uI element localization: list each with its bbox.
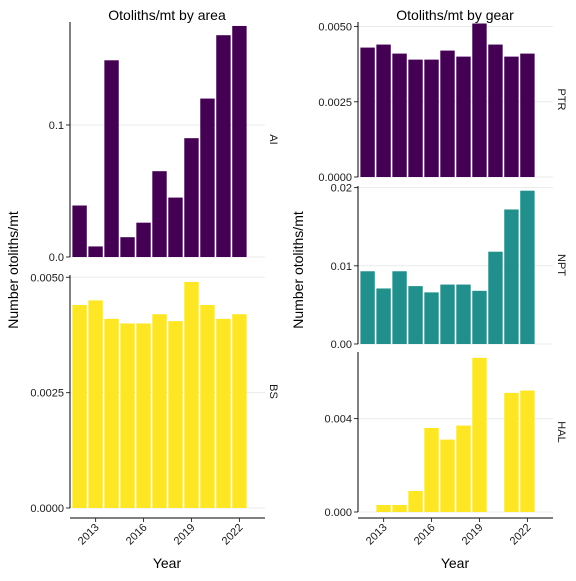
bar-npt-2016 [424,292,438,344]
bar-ai-2018 [168,198,182,257]
right-y-axis-title: Number otoliths/mt [290,211,306,329]
bar-bs-2014 [104,319,118,508]
facet-strip-label: AI [267,134,279,144]
y-tick-label: 0.0050 [30,272,64,284]
bar-bs-2012 [72,305,86,508]
bar-bs-2018 [168,321,182,508]
facet-strip-label: BS [267,384,279,399]
bar-npt-2019 [472,291,486,344]
bar-bs-2020 [200,305,214,508]
bar-npt-2021 [504,209,518,344]
bar-ai-2017 [152,171,166,257]
bar-hal-2021 [504,393,518,512]
bar-bs-2022 [232,314,246,508]
bar-hal-2015 [408,491,422,512]
x-tick-label: 2013 [364,522,390,548]
bar-bs-2016 [136,323,150,508]
bar-npt-2020 [488,252,502,344]
y-tick-label: 0.0025 [30,388,64,400]
bar-npt-2012 [360,271,374,344]
bar-ptr-2017 [440,51,454,177]
bar-bs-2015 [120,323,134,508]
bar-npt-2015 [408,286,422,344]
facet-strip-label: HAL [555,421,567,442]
bar-ai-2019 [184,138,198,257]
y-tick-label: 0.0 [49,252,64,264]
x-tick-label: 2022 [508,522,534,548]
right-chart-panels: 0.00000.00250.0050PTR0.000.010.02NPT0.00… [318,22,567,548]
bar-ai-2012 [72,206,86,257]
facet-strip-label: NPT [555,254,567,276]
bar-ai-2013 [88,246,102,257]
facet-panel-npt: 0.00 0.01 0.02 NPT [331,183,567,351]
bar-npt-2014 [392,271,406,344]
left-y-axis-title: Number otoliths/mt [5,211,21,329]
x-tick-label: 2013 [76,522,102,548]
bar-ai-2014 [104,60,118,257]
bar-npt-2017 [440,285,454,344]
y-tick-label: 0.004 [324,414,352,426]
bar-hal-2019 [472,358,486,512]
bar-ai-2022 [232,26,246,257]
bar-hal-2014 [392,505,406,512]
bar-hal-2022 [520,391,534,512]
left-x-axis-title: Year [153,555,182,571]
left-chart-title: Otoliths/mt by area [108,7,226,23]
facet-panel-ai: 0.0 0.1 AI [49,22,279,264]
bar-hal-2018 [456,426,470,512]
bar-ptr-2014 [392,54,406,177]
bar-ai-2016 [136,223,150,257]
bar-ai-2020 [200,99,214,257]
y-tick-label: 0.0050 [318,22,352,34]
x-tick-label: 2022 [220,522,246,548]
y-tick-label: 0.1 [49,120,64,132]
y-tick-label: 0.0025 [318,97,352,109]
left-chart-panels: 0.0 0.1 AI 0.0000 0.0025 0.0050 BS 2013 2016 2019… [30,22,279,547]
bar-ptr-2013 [376,45,390,177]
bar-npt-2022 [520,191,534,344]
y-tick-label: 0.00 [331,339,352,351]
y-tick-label: 0.01 [331,261,352,273]
x-tick-label: 2016 [412,522,438,548]
bar-npt-2013 [376,288,390,344]
facet-panel-hal: 0.000 0.004 HAL [324,352,567,519]
bar-ptr-2012 [360,48,374,177]
facet-panel-bs: 0.0000 0.0025 0.0050 BS [30,272,279,515]
facet-strip-label: PTR [555,89,567,111]
x-tick-label: 2019 [460,522,486,548]
bar-ai-2021 [216,35,230,257]
bar-ptr-2019 [472,24,486,177]
bar-ptr-2016 [424,60,438,177]
bar-ptr-2018 [456,57,470,177]
bar-npt-2018 [456,285,470,344]
bar-ai-2015 [120,237,134,257]
bar-bs-2017 [152,314,166,508]
bar-hal-2013 [376,505,390,512]
x-tick-label: 2019 [172,522,198,548]
bar-ptr-2020 [488,45,502,177]
y-tick-label: 0.000 [324,507,352,519]
right-chart-title: Otoliths/mt by gear [396,7,514,23]
right-x-axis-title: Year [441,555,470,571]
x-tick-label: 2016 [124,522,150,548]
bar-bs-2021 [216,319,230,508]
bar-ptr-2021 [504,57,518,177]
y-tick-label: 0.02 [331,183,352,195]
bar-ptr-2015 [408,60,422,177]
bar-ptr-2022 [520,54,534,177]
bar-hal-2016 [424,428,438,512]
bar-bs-2019 [184,282,198,508]
bar-hal-2017 [440,440,454,512]
bar-bs-2013 [88,300,102,508]
y-tick-label: 0.0000 [30,503,64,515]
